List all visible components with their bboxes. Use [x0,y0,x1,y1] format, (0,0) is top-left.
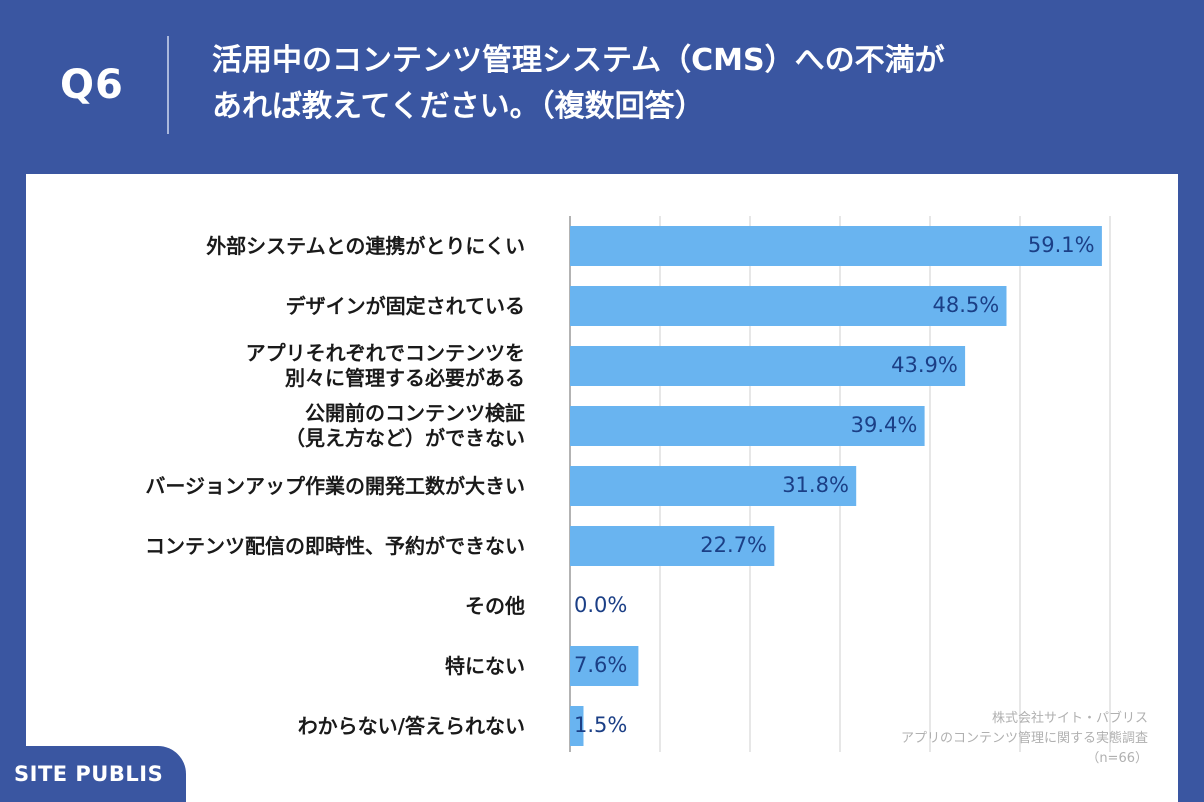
bar [570,406,925,446]
value-label: 1.5% [574,713,628,737]
category-label: 外部システムとの連携がとりにくい [206,233,525,258]
bar [570,346,966,386]
category-label: わからない/答えられない [297,713,525,738]
title-line-2: あれば教えてください。（複数回答） [212,89,705,124]
chart-panel: 外部システムとの連携がとりにくいデザインが固定されているアプリそれぞれでコンテン… [26,174,1178,802]
bar [570,706,584,746]
value-label: 7.6% [574,653,628,677]
value-label: 48.5% [932,293,1000,317]
question-title: 活用中のコンテンツ管理システム（CMS）への不満が あれば教えてください。（複数… [212,38,1132,130]
category-label: その他 [465,593,525,618]
category-label: デザインが固定されている [285,293,525,318]
value-label: 59.1% [1027,233,1095,257]
value-label: 0.0% [574,593,628,617]
credit-survey: アプリのコンテンツ管理に関する実態調査 [900,731,1148,746]
category-label: 特にない [445,653,525,678]
credit-sample: （n=66） [1086,751,1148,766]
bar [570,286,1007,326]
source-credit: 株式会社サイト・パブリス アプリのコンテンツ管理に関する実態調査 （n=66） [901,709,1148,769]
bar [570,466,857,506]
bar [570,526,775,566]
category-label: バージョンアップ作業の開発工数が大きい [145,473,525,498]
category-label: コンテンツ配信の即時性、予約ができない [145,533,525,558]
header-divider [167,36,169,134]
category-label: 公開前のコンテンツ検証 （見え方など）ができない [285,401,525,450]
brand-tab [0,746,186,802]
bar-chart [569,216,1111,752]
value-label: 31.8% [782,473,849,497]
header: Q6 活用中のコンテンツ管理システム（CMS）への不満が あれば教えてください。… [0,0,1204,170]
value-label: 22.7% [700,533,768,557]
bar [570,646,639,686]
category-label: アプリそれぞれでコンテンツを 別々に管理する必要がある [245,341,525,390]
title-line-1: 活用中のコンテンツ管理システム（CMS）への不満が [212,43,945,78]
value-label: 39.4% [850,413,918,437]
credit-company: 株式会社サイト・パブリス [991,711,1148,726]
question-number: Q6 [60,62,124,108]
bar [570,226,1102,266]
brand-logo: SITE PUBLIS [14,762,164,786]
value-label: 43.9% [891,353,958,377]
